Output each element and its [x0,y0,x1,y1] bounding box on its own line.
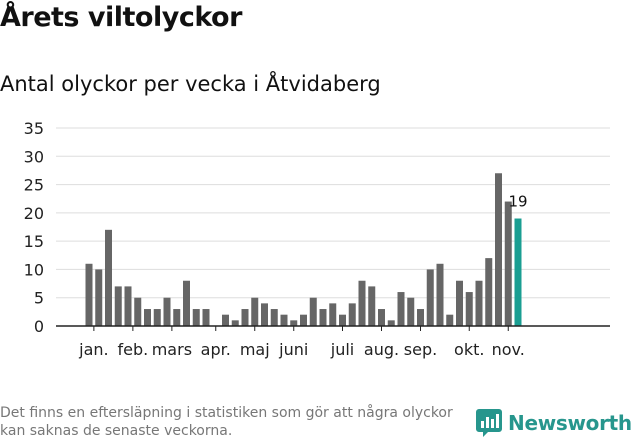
y-tick-label: 20 [24,204,44,223]
bar [153,309,161,326]
bar [348,303,356,326]
chart-title: Årets viltolyckor [0,2,242,33]
y-tick-label: 5 [34,289,44,308]
x-tick-label: maj [240,340,270,359]
bar [368,286,376,326]
bar [475,280,483,326]
bar [173,309,181,326]
bar [95,269,103,326]
x-tick-label: sep. [404,340,437,359]
footnote: Det finns en eftersläpning i statistiken… [0,405,453,439]
bar [407,297,415,326]
y-tick-label: 0 [34,317,44,336]
bar [378,309,385,326]
y-tick-label: 25 [24,176,44,195]
bar [495,173,502,326]
bar-highlight [514,218,522,326]
x-tick-label: jan. [78,340,108,359]
x-tick-label: okt. [454,340,484,359]
bar [309,297,317,326]
bar [114,286,122,326]
bar [426,269,434,326]
bar [192,309,200,326]
bar [222,314,229,326]
bar [504,201,512,326]
x-tick-label: mars [152,340,192,359]
bar [387,320,395,326]
bar [231,320,239,326]
bar [134,297,142,326]
bar [202,309,210,326]
bar [270,309,278,326]
bar [124,286,132,326]
bar [105,229,112,326]
x-tick-label: juni [278,340,308,359]
bar [85,263,93,326]
bar [417,309,424,326]
y-tick-label: 10 [24,260,44,279]
bar [241,309,249,326]
bar [485,258,493,326]
bar [329,303,337,326]
data-label-last: 19 [508,193,527,211]
newsworthy-logo-text: Newsworthy [508,411,631,435]
bar [290,320,298,326]
y-tick-label: 15 [24,232,44,251]
x-tick-label: apr. [201,340,231,359]
newsworthy-logo-icon [476,409,502,437]
bar [465,292,473,326]
x-tick-label: aug. [364,340,399,359]
chart-subtitle: Antal olyckor per vecka i Åtvidaberg [0,72,381,96]
bar [436,263,444,326]
bar [358,280,366,326]
bar-chart: 0 5 10 15 20 25 30 35 19 jan. feb. mars apr. maj juni j… [24,119,610,359]
x-tick-label: nov. [492,340,525,359]
x-tick-label: feb. [118,340,149,359]
bar [319,309,327,326]
bar [144,309,151,326]
bar [280,314,288,326]
bar [339,314,346,326]
bar [183,280,190,326]
bar [261,303,268,326]
y-tick-label: 35 [24,119,44,138]
bar [456,280,463,326]
bar [251,297,259,326]
y-tick-label: 30 [24,147,44,166]
bar [446,314,454,326]
newsworthy-logo: Newsworthy [476,409,631,437]
x-tick-label: juli [330,340,354,359]
bar [300,314,307,326]
bar [163,297,171,326]
bar [397,292,405,326]
